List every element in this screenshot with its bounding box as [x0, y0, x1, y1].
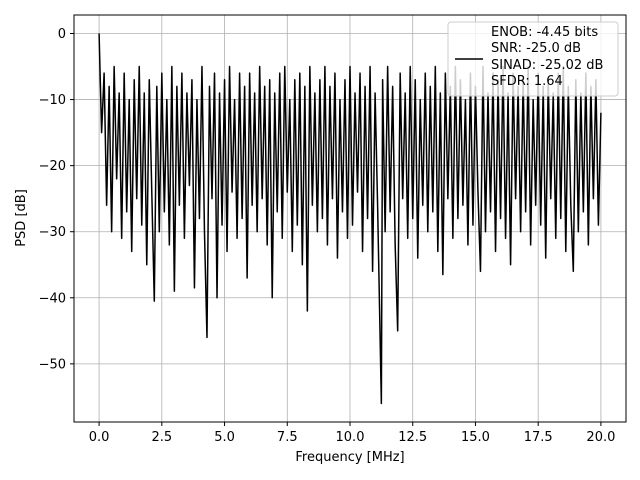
- y-tick-label: −20: [39, 159, 66, 174]
- series-line: [98, 33, 602, 405]
- x-tick-label: 0.0: [89, 430, 110, 445]
- plot-lines: [98, 33, 602, 405]
- x-axis-label: Frequency [MHz]: [295, 450, 404, 465]
- legend-label: ENOB: -4.45 bits SNR: -25.0 dB SINAD: -2…: [491, 25, 604, 89]
- x-tick-label: 10.0: [336, 430, 365, 445]
- legend: [447, 21, 619, 97]
- x-tick-label: 2.5: [151, 430, 172, 445]
- x-tick-label: 12.5: [398, 430, 427, 445]
- x-tick-label: 15.0: [461, 430, 490, 445]
- y-tick-label: −40: [39, 291, 66, 306]
- y-tick-label: −30: [39, 225, 66, 240]
- x-tick-label: 20.0: [586, 430, 615, 445]
- y-tick-label: −10: [39, 93, 66, 108]
- legend-box: [447, 21, 619, 97]
- x-tick-label: 7.5: [277, 430, 298, 445]
- x-tick-label: 5.0: [214, 430, 235, 445]
- y-tick-label: 0: [58, 27, 66, 42]
- y-axis-label: PSD [dB]: [14, 189, 29, 247]
- y-tick-label: −50: [39, 357, 66, 372]
- x-tick-label: 17.5: [524, 430, 553, 445]
- ticks: 0.0 2.5 5.0 7.5 10.0 12.5 15.0 17.5 20.0 0 −10 −20 −…: [39, 27, 616, 445]
